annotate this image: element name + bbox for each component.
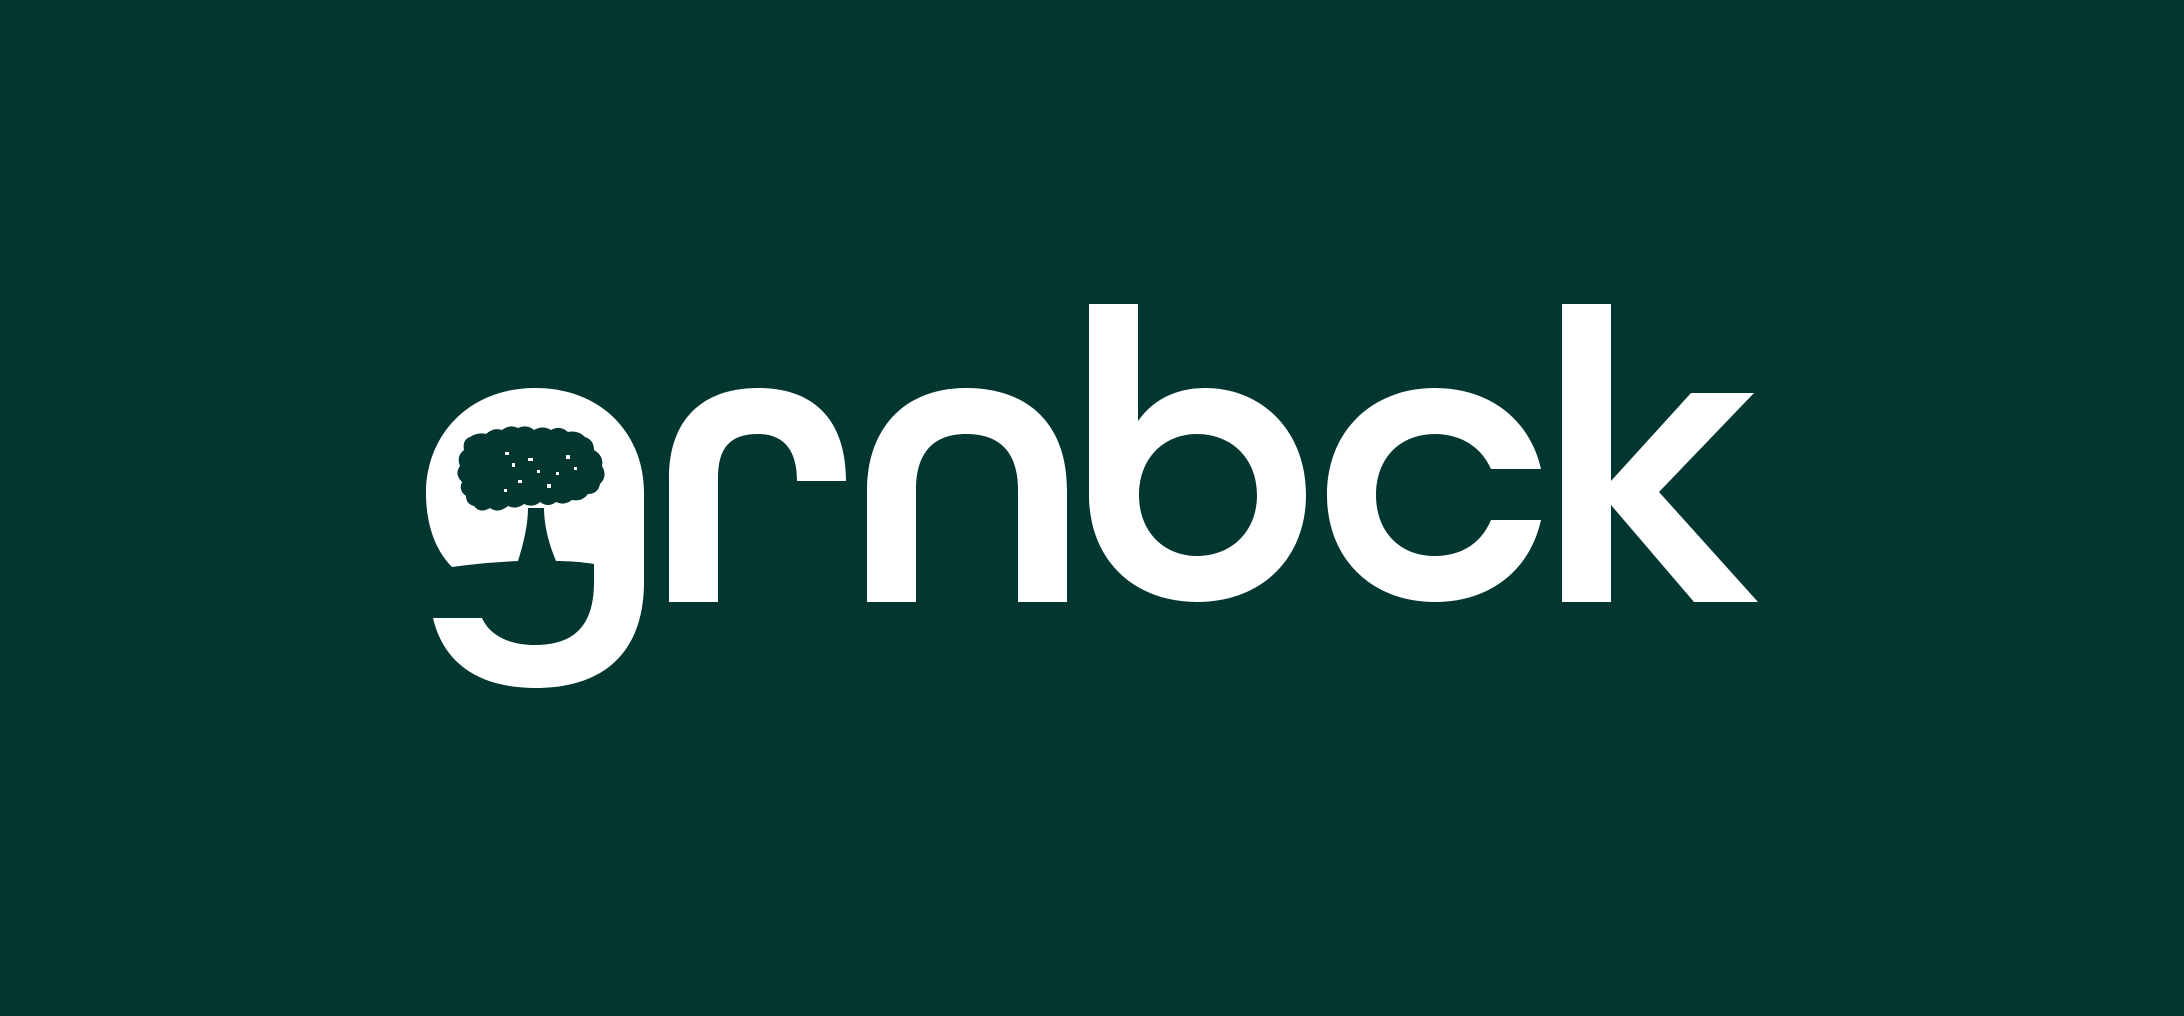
letter-g (426, 388, 644, 688)
letter-n (867, 388, 1067, 602)
tree-icon (457, 426, 605, 511)
letter-r (669, 388, 846, 602)
letter-c (1327, 388, 1541, 602)
wordmark (426, 304, 1758, 688)
letter-k (1562, 304, 1758, 602)
letter-b (1089, 304, 1306, 602)
tree-leaf-flecks (504, 452, 577, 492)
